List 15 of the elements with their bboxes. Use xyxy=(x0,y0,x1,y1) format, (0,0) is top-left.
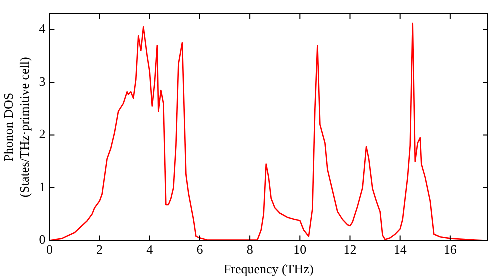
y-tick-label: 3 xyxy=(39,74,46,89)
y-tick-label: 0 xyxy=(39,232,46,248)
y-tick-label: 1 xyxy=(39,179,46,194)
x-tick-label: 2 xyxy=(96,242,104,258)
y-tick-label: 4 xyxy=(39,21,46,36)
x-tick-label: 6 xyxy=(196,242,204,258)
x-tick-label: 4 xyxy=(146,242,154,258)
x-tick-label: 14 xyxy=(394,242,408,258)
x-tick-label: 16 xyxy=(444,242,458,258)
x-tick-label: 8 xyxy=(246,242,254,258)
x-tick-label: 12 xyxy=(344,242,357,258)
x-tick-label: 10 xyxy=(294,242,307,258)
y-axis-title: Phonon DOS (States/THz·primitive cell) xyxy=(1,57,32,198)
x-axis-title: Frequency (THz) xyxy=(224,262,314,277)
y-tick-label: 2 xyxy=(39,126,46,142)
